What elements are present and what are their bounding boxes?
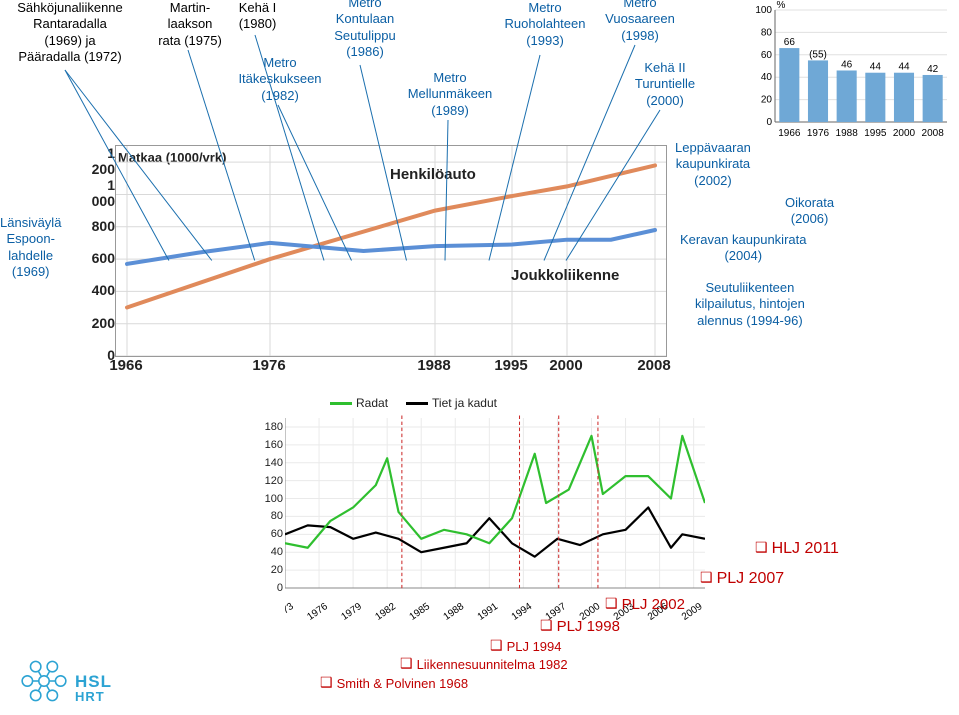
svg-text:(55): (55) (809, 49, 827, 60)
svg-text:80: 80 (761, 27, 773, 38)
note-kerava: Keravan kaupunkirata(2004) (680, 232, 806, 265)
timeline-kontula: MetroKontulaanSeutulippu(1986) (320, 0, 410, 60)
bottom-chart-y-ticks: 020406080100120140160180 (255, 400, 283, 590)
svg-text:%: % (777, 0, 786, 11)
svg-text:1994: 1994 (510, 601, 535, 620)
timeline-vuosaari: MetroVuosaareen(1998) (595, 0, 685, 44)
timeline-keha2: Kehä IITuruntielle(2000) (625, 60, 705, 109)
svg-text:1973: 1973 (285, 601, 296, 620)
plan-plj-2002: PLJ 2002 (605, 596, 685, 613)
logo-primary: HSL (75, 673, 112, 690)
svg-text:1988: 1988 (836, 128, 859, 139)
series-label-henkiloauto: Henkilöauto (390, 166, 476, 183)
svg-text:1982: 1982 (373, 601, 398, 620)
investment-trend-chart: 1973197619791982198519881991199419972000… (285, 400, 705, 620)
svg-text:60: 60 (761, 50, 773, 61)
svg-text:1991: 1991 (476, 601, 501, 620)
timeline-itakesk: MetroItäkeskukseen(1982) (230, 55, 330, 104)
plan-plj-1994: PLJ 1994 (490, 638, 562, 655)
svg-text:42: 42 (927, 64, 939, 75)
note-leppa: Leppävaarankaupunkirata(2002) (675, 140, 751, 189)
plan-liikennesuunnitelma-1982: Liikennesuunnitelma 1982 (400, 656, 568, 673)
note-oikorata: Oikorata(2006) (785, 195, 834, 228)
top-region: % 0 20 40 60 80 100 66 1966 (55) 1976 46 1988 44 1995 4… (0, 0, 959, 380)
timeline-mellun: MetroMellunmäkeen(1989) (395, 70, 505, 119)
svg-text:1966: 1966 (778, 128, 801, 139)
svg-text:2000: 2000 (893, 128, 916, 139)
svg-text:100: 100 (755, 5, 772, 16)
svg-text:66: 66 (784, 37, 796, 48)
hsl-logo-text: HSL HRT (75, 673, 112, 703)
svg-text:1976: 1976 (305, 601, 330, 620)
svg-text:1995: 1995 (864, 128, 887, 139)
svg-text:44: 44 (870, 62, 882, 73)
logo-secondary: HRT (75, 690, 112, 703)
svg-text:1979: 1979 (339, 601, 364, 620)
svg-text:40: 40 (761, 72, 773, 83)
percent-bar-chart: % 0 20 40 60 80 100 66 1966 (55) 1976 46 1988 44 1995 4… (751, 0, 951, 140)
note-seutu: Seutuliikenteenkilpailutus, hintojenalen… (695, 280, 805, 329)
hsl-logo-icon (18, 655, 70, 707)
series-label-joukkoliikenne: Joukkoliikenne (511, 267, 619, 284)
svg-text:1988: 1988 (442, 601, 467, 620)
svg-text:20: 20 (761, 95, 773, 106)
svg-text:0: 0 (766, 117, 772, 128)
svg-text:2008: 2008 (922, 128, 945, 139)
plan-smith-polvinen-1968: Smith & Polvinen 1968 (320, 675, 468, 692)
main-chart-x-ticks: 196619761988199520002008 (115, 357, 665, 377)
svg-text:1985: 1985 (408, 601, 433, 620)
svg-text:1976: 1976 (807, 128, 830, 139)
svg-text:44: 44 (898, 62, 910, 73)
plan-hlj-2011: HLJ 2011 (755, 540, 839, 558)
note-lansivayla: LänsiväyläEspoon-lahdelle(1969) (0, 215, 61, 280)
plan-plj-2007: PLJ 2007 (700, 570, 784, 588)
svg-text:46: 46 (841, 59, 853, 70)
timeline-sahko: SähköjunaliikenneRantaradalla(1969) jaPä… (0, 0, 140, 65)
timeline-ruoho: MetroRuoholahteen(1993) (495, 0, 595, 49)
main-chart-y-ticks: 02004006008001 0001 200 (80, 145, 115, 355)
plan-plj-1998: PLJ 1998 (540, 618, 620, 635)
timeline-keha1: Kehä I(1980) (230, 0, 285, 33)
timeline-martin: Martin-laaksonrata (1975) (155, 0, 225, 49)
